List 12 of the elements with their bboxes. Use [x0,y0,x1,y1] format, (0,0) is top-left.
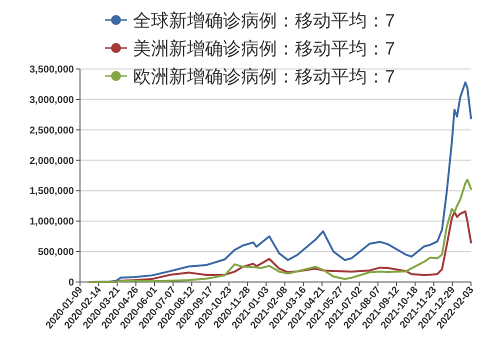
y-tick-label: 2,000,000 [30,156,74,167]
legend-label: 欧洲新增确诊病例：移动平均：7 [133,66,396,86]
legend-label: 美洲新增确诊病例：移动平均：7 [133,38,396,58]
y-tick-label: 500,000 [38,247,74,258]
y-tick-label: 0 [68,278,74,288]
legend-label: 全球新增确诊病例：移动平均：7 [133,10,396,30]
y-tick-label: 1,000,000 [30,216,74,228]
y-tick-label: 2,500,000 [30,125,74,136]
y-tick-label: 3,500,000 [30,64,74,76]
y-tick-label: 3,000,000 [30,94,74,106]
line-series [88,178,472,283]
y-tick-label: 1,500,000 [30,186,74,198]
